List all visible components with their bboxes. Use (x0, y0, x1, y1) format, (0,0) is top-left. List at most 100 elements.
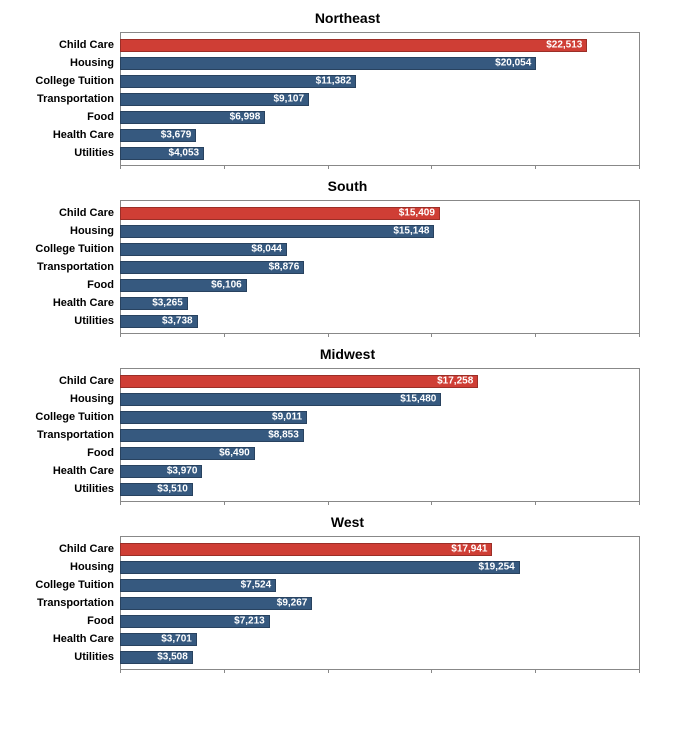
panel-title: Midwest (10, 346, 685, 362)
bar: $6,106 (120, 279, 247, 292)
x-tick (328, 501, 329, 505)
bar-row: Food$6,106 (120, 276, 639, 294)
value-label: $11,382 (316, 76, 352, 87)
x-tick (535, 165, 536, 169)
category-label: College Tuition (35, 75, 120, 87)
x-tick (639, 501, 640, 505)
bar: $9,267 (120, 597, 312, 610)
category-label: Utilities (74, 651, 120, 663)
plot-area: Child Care$22,513Housing$20,054College T… (120, 32, 640, 166)
bar-row: Health Care$3,701 (120, 630, 639, 648)
category-label: Child Care (59, 375, 120, 387)
category-label: Housing (70, 393, 120, 405)
bar-row: College Tuition$11,382 (120, 72, 639, 90)
x-tick (535, 333, 536, 337)
category-label: Food (87, 615, 120, 627)
x-tick (639, 333, 640, 337)
category-label: Child Care (59, 39, 120, 51)
bar-highlight: $15,409 (120, 207, 440, 220)
category-label: Food (87, 111, 120, 123)
category-label: College Tuition (35, 579, 120, 591)
bar-row: Health Care$3,679 (120, 126, 639, 144)
bar: $15,148 (120, 225, 434, 238)
category-label: Utilities (74, 147, 120, 159)
bar-row: Child Care$17,258 (120, 372, 639, 390)
chart: Child Care$17,258Housing$15,480College T… (120, 368, 640, 502)
value-label: $15,409 (399, 208, 435, 219)
value-label: $3,679 (161, 130, 192, 141)
value-label: $7,524 (241, 580, 272, 591)
chart: Child Care$22,513Housing$20,054College T… (120, 32, 640, 166)
x-tick (120, 333, 121, 337)
panel-title: South (10, 178, 685, 194)
bar: $7,213 (120, 615, 270, 628)
value-label: $9,011 (272, 412, 302, 423)
bar: $3,970 (120, 465, 202, 478)
x-tick (224, 333, 225, 337)
x-tick (431, 333, 432, 337)
bar-row: Housing$15,148 (120, 222, 639, 240)
value-label: $7,213 (234, 616, 265, 627)
value-label: $15,148 (393, 226, 429, 237)
x-tick (120, 669, 121, 673)
value-label: $8,044 (251, 244, 282, 255)
x-tick (224, 501, 225, 505)
bar-row: Child Care$15,409 (120, 204, 639, 222)
bar-row: Housing$15,480 (120, 390, 639, 408)
bar-highlight: $22,513 (120, 39, 587, 52)
bar: $20,054 (120, 57, 536, 70)
category-label: Transportation (37, 429, 120, 441)
bar-row: Transportation$8,853 (120, 426, 639, 444)
category-label: Housing (70, 561, 120, 573)
bar-row: Child Care$22,513 (120, 36, 639, 54)
value-label: $8,853 (268, 430, 299, 441)
category-label: Food (87, 447, 120, 459)
bar-row: Food$6,998 (120, 108, 639, 126)
bar: $7,524 (120, 579, 276, 592)
chart: Child Care$15,409Housing$15,148College T… (120, 200, 640, 334)
x-tick (431, 669, 432, 673)
bar: $4,053 (120, 147, 204, 160)
bar-row: Food$6,490 (120, 444, 639, 462)
bar-row: Utilities$3,510 (120, 480, 639, 498)
x-tick (431, 501, 432, 505)
category-label: Health Care (53, 465, 120, 477)
x-tick (224, 165, 225, 169)
category-label: Health Care (53, 129, 120, 141)
panel-title: Northeast (10, 10, 685, 26)
bar: $3,738 (120, 315, 198, 328)
value-label: $8,876 (269, 262, 300, 273)
category-label: Transportation (37, 597, 120, 609)
value-label: $3,970 (167, 466, 198, 477)
bar-highlight: $17,941 (120, 543, 492, 556)
bar-row: Transportation$8,876 (120, 258, 639, 276)
category-label: Health Care (53, 297, 120, 309)
category-label: Transportation (37, 93, 120, 105)
bar-row: Transportation$9,107 (120, 90, 639, 108)
value-label: $17,258 (437, 376, 473, 387)
x-tick (328, 333, 329, 337)
chart-panel: MidwestChild Care$17,258Housing$15,480Co… (10, 346, 685, 502)
value-label: $20,054 (495, 58, 531, 69)
category-label: Housing (70, 57, 120, 69)
value-label: $9,267 (277, 598, 308, 609)
bar: $8,876 (120, 261, 304, 274)
x-tick (431, 165, 432, 169)
bar: $6,490 (120, 447, 255, 460)
value-label: $19,254 (479, 562, 515, 573)
value-label: $3,738 (162, 316, 193, 327)
bar: $3,510 (120, 483, 193, 496)
x-tick (120, 501, 121, 505)
value-label: $3,508 (157, 652, 188, 663)
bar-row: College Tuition$9,011 (120, 408, 639, 426)
plot-area: Child Care$15,409Housing$15,148College T… (120, 200, 640, 334)
bar-row: Transportation$9,267 (120, 594, 639, 612)
x-tick (224, 669, 225, 673)
category-label: Transportation (37, 261, 120, 273)
bar: $8,044 (120, 243, 287, 256)
category-label: Food (87, 279, 120, 291)
bar-row: Housing$19,254 (120, 558, 639, 576)
value-label: $6,998 (230, 112, 261, 123)
bar-row: College Tuition$8,044 (120, 240, 639, 258)
chart-panel: South Child Care$15,409Housing$15,148Coll… (10, 178, 685, 334)
